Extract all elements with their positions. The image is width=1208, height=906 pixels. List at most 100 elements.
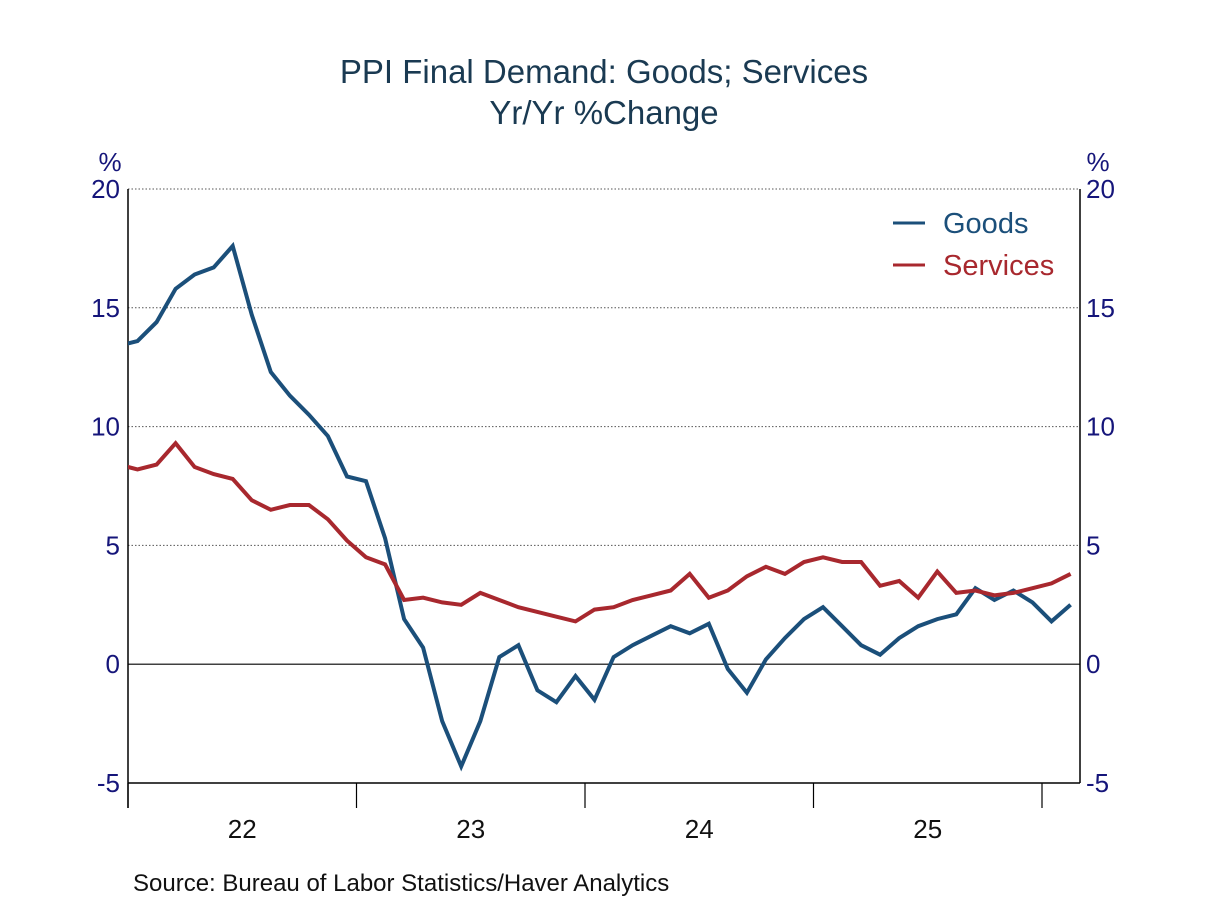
- data-point-goods: [954, 612, 958, 616]
- data-point-goods: [497, 655, 501, 659]
- data-point-goods: [250, 313, 254, 317]
- data-point-services: [421, 596, 425, 600]
- data-point-goods: [554, 700, 558, 704]
- series-line-services: [128, 440, 1072, 624]
- data-point-services: [878, 584, 882, 588]
- data-point-services: [1050, 581, 1054, 585]
- data-point-services: [174, 441, 178, 445]
- data-point-goods: [916, 624, 920, 628]
- y-tick-label-left: -5: [97, 768, 120, 798]
- data-point-services: [916, 596, 920, 600]
- data-point-goods: [726, 667, 730, 671]
- data-point-services: [935, 570, 939, 574]
- data-point-services: [631, 598, 635, 602]
- data-point-services: [612, 605, 616, 609]
- legend-label-services: Services: [943, 250, 1054, 282]
- data-point-goods: [136, 339, 140, 343]
- gridlines: [128, 188, 1080, 665]
- data-point-goods: [402, 617, 406, 621]
- data-point-goods: [593, 698, 597, 702]
- data-point-goods: [288, 394, 292, 398]
- chart-title: PPI Final Demand: Goods; Services: [339, 53, 869, 90]
- y-tick-label-right: 15: [1086, 293, 1115, 323]
- data-point-services: [307, 503, 311, 507]
- chart-subtitle: Yr/Yr %Change: [489, 94, 719, 131]
- data-point-goods: [707, 622, 711, 626]
- series-lines: [128, 241, 1073, 772]
- data-point-goods: [383, 536, 387, 540]
- series-line-goods: [128, 241, 1072, 772]
- y-unit-label-left: %: [98, 147, 121, 177]
- data-point-goods: [935, 617, 939, 621]
- data-point-services: [973, 589, 977, 593]
- data-point-services: [516, 605, 520, 609]
- y-axis-right: -5 0 5 10 15 20%: [1086, 147, 1115, 798]
- data-point-services: [593, 608, 597, 612]
- data-point-goods: [688, 631, 692, 635]
- data-point-services: [1030, 586, 1034, 590]
- data-point-services: [269, 508, 273, 512]
- data-point-services: [992, 593, 996, 597]
- data-point-goods: [573, 674, 577, 678]
- data-point-services: [364, 555, 368, 559]
- x-axis: 22 23 24 25: [127, 783, 1043, 844]
- data-point-goods: [631, 643, 635, 647]
- data-point-goods: [783, 636, 787, 640]
- data-point-services: [250, 498, 254, 502]
- data-point-goods: [821, 605, 825, 609]
- y-tick-label-right: 20: [1086, 174, 1115, 204]
- data-point-services: [707, 596, 711, 600]
- y-tick-label-right: 10: [1086, 412, 1115, 442]
- data-point-goods: [193, 273, 197, 277]
- data-point-goods: [516, 643, 520, 647]
- y-tick-label-left: 0: [106, 649, 120, 679]
- legend-label-goods: Goods: [943, 208, 1028, 240]
- data-point-goods: [669, 624, 673, 628]
- data-point-services: [440, 600, 444, 604]
- data-point-goods: [459, 764, 463, 768]
- data-point-services: [821, 555, 825, 559]
- legend: Goods Services: [893, 208, 1054, 282]
- data-point-goods: [859, 643, 863, 647]
- data-point-goods: [269, 370, 273, 374]
- data-point-goods: [897, 636, 901, 640]
- data-point-services: [802, 560, 806, 564]
- data-point-goods: [421, 646, 425, 650]
- data-point-services: [326, 517, 330, 521]
- data-point-goods: [345, 474, 349, 478]
- data-point-goods: [840, 624, 844, 628]
- data-point-services: [954, 591, 958, 595]
- data-point-services: [155, 463, 159, 467]
- data-point-services: [1011, 591, 1015, 595]
- y-axis-left: -5 0 5 10 15 20%: [91, 147, 121, 798]
- data-point-goods: [764, 657, 768, 661]
- data-point-goods: [992, 598, 996, 602]
- data-point-goods: [535, 688, 539, 692]
- y-tick-label-left: 10: [91, 412, 120, 442]
- data-point-services: [383, 562, 387, 566]
- axes: [127, 189, 1081, 808]
- data-point-goods: [650, 634, 654, 638]
- x-tick-label: 25: [913, 814, 942, 844]
- data-point-services: [1069, 572, 1073, 576]
- y-tick-label-right: 5: [1086, 530, 1100, 560]
- y-unit-label-right: %: [1086, 147, 1109, 177]
- data-point-goods: [802, 617, 806, 621]
- data-point-services: [573, 619, 577, 623]
- data-point-services: [554, 615, 558, 619]
- x-tick-label: 22: [228, 814, 257, 844]
- data-point-goods: [745, 691, 749, 695]
- data-point-goods: [478, 719, 482, 723]
- x-tick-label: 23: [456, 814, 485, 844]
- data-point-services: [859, 560, 863, 564]
- y-tick-label-right: 0: [1086, 649, 1100, 679]
- data-point-services: [478, 591, 482, 595]
- data-point-services: [840, 560, 844, 564]
- data-point-services: [745, 574, 749, 578]
- data-point-services: [288, 503, 292, 507]
- data-point-services: [535, 610, 539, 614]
- data-point-goods: [155, 320, 159, 324]
- y-tick-label-right: -5: [1086, 768, 1109, 798]
- data-point-goods: [1030, 600, 1034, 604]
- data-point-goods: [231, 244, 235, 248]
